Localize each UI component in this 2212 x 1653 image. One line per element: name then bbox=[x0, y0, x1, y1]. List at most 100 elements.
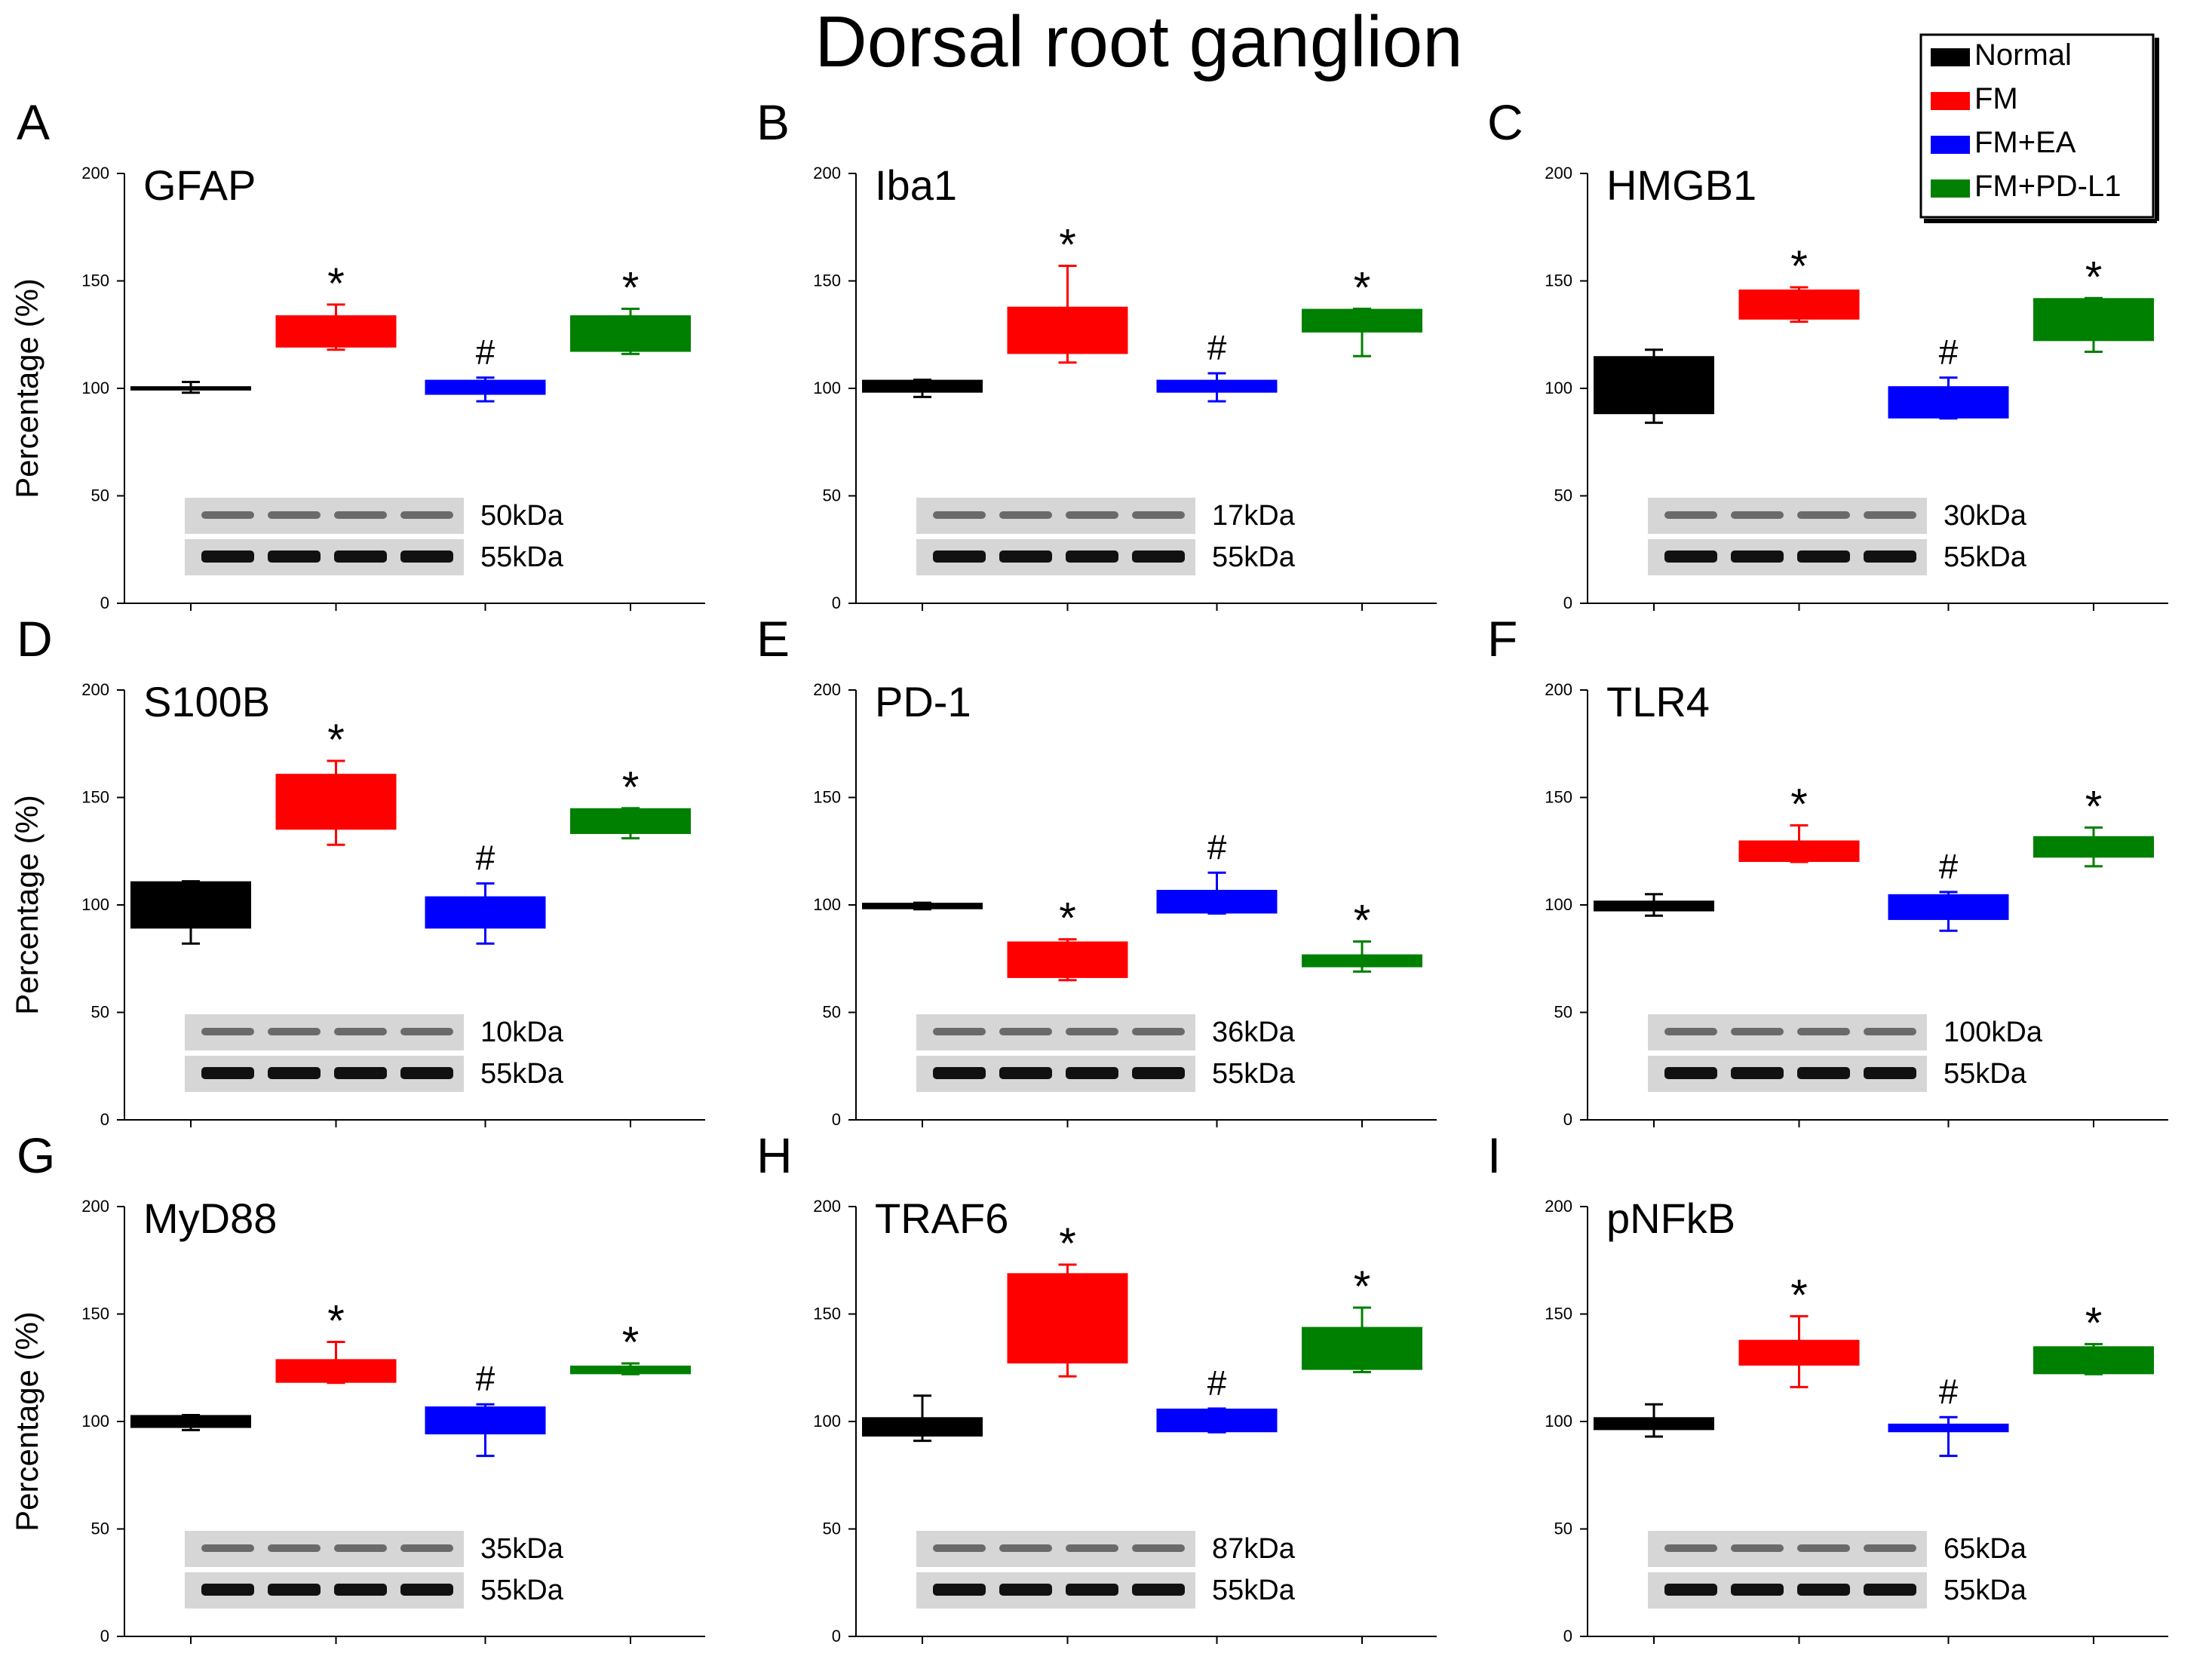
panel-title-B: Iba1 bbox=[875, 161, 957, 209]
significance-mark-D-2: # bbox=[476, 839, 495, 878]
blot-band-G-0-1 bbox=[268, 1544, 321, 1552]
y-tick-label-E-0: 0 bbox=[832, 1110, 841, 1129]
significance-mark-A-3: * bbox=[622, 264, 640, 313]
y-tick-label-H-1: 50 bbox=[823, 1520, 841, 1538]
blot-band-A-1-0 bbox=[201, 550, 254, 563]
blot-band-H-1-1 bbox=[999, 1584, 1052, 1596]
blot-band-B-0-2 bbox=[1066, 511, 1118, 519]
y-tick-label-B-1: 50 bbox=[823, 486, 841, 505]
blot-band-G-1-0 bbox=[201, 1584, 254, 1596]
blot-band-E-0-2 bbox=[1066, 1028, 1118, 1035]
significance-mark-H-2: # bbox=[1207, 1363, 1227, 1403]
y-tick-label-G-2: 100 bbox=[81, 1412, 109, 1431]
legend: Normal FM FM+EA FM+PD-L1 bbox=[1919, 33, 2159, 223]
significance-mark-B-2: # bbox=[1207, 328, 1227, 367]
box-I-3 bbox=[2033, 1346, 2154, 1375]
y-axis-label-D: Percentage (%) bbox=[9, 795, 44, 1015]
blot-band-C-0-3 bbox=[1864, 511, 1916, 519]
blot-label-E-1: 55kDa bbox=[1212, 1058, 1296, 1090]
blot-label-C-1: 55kDa bbox=[1944, 541, 2027, 573]
blot-band-D-1-3 bbox=[400, 1067, 453, 1079]
panel-letter-E: E bbox=[756, 611, 790, 667]
box-F-3 bbox=[2033, 836, 2154, 858]
panel-letter-F: F bbox=[1487, 611, 1517, 667]
box-D-2 bbox=[425, 896, 546, 929]
box-A-3 bbox=[570, 315, 691, 352]
blot-band-B-0-0 bbox=[933, 511, 986, 519]
y-tick-label-E-2: 100 bbox=[813, 895, 841, 914]
significance-mark-I-1: * bbox=[1790, 1271, 1808, 1320]
blot-band-G-1-3 bbox=[400, 1584, 453, 1596]
legend-label-2: FM+EA bbox=[1974, 126, 2076, 159]
box-C-1 bbox=[1738, 289, 1860, 320]
y-tick-label-H-4: 200 bbox=[813, 1197, 841, 1216]
y-tick-label-F-0: 0 bbox=[1563, 1110, 1572, 1129]
y-tick-label-H-0: 0 bbox=[832, 1627, 841, 1645]
panel-C: C 0 50 100 150 200 HMGB1 * # * 30kDa 55kDa bbox=[1487, 94, 2168, 612]
blot-band-F-1-2 bbox=[1797, 1067, 1850, 1079]
y-tick-label-D-1: 50 bbox=[91, 1003, 109, 1022]
blot-band-F-1-0 bbox=[1664, 1067, 1717, 1079]
blot-band-I-0-3 bbox=[1864, 1544, 1916, 1552]
blot-label-I-0: 65kDa bbox=[1944, 1533, 2027, 1565]
blot-band-G-0-3 bbox=[400, 1544, 453, 1552]
y-tick-label-I-1: 50 bbox=[1554, 1520, 1572, 1538]
blot-label-D-0: 10kDa bbox=[480, 1017, 564, 1048]
y-tick-label-H-2: 100 bbox=[813, 1412, 841, 1431]
y-tick-label-D-0: 0 bbox=[100, 1110, 109, 1129]
box-C-3 bbox=[2033, 298, 2154, 342]
blot-label-F-1: 55kDa bbox=[1944, 1058, 2027, 1090]
blot-band-E-1-2 bbox=[1066, 1067, 1118, 1079]
blot-label-G-0: 35kDa bbox=[480, 1533, 564, 1565]
box-D-1 bbox=[275, 774, 397, 830]
blot-label-G-1: 55kDa bbox=[480, 1575, 564, 1606]
blot-band-H-1-0 bbox=[933, 1584, 986, 1596]
box-F-2 bbox=[1888, 894, 2009, 920]
blot-band-C-1-3 bbox=[1864, 550, 1916, 563]
blot-band-B-1-0 bbox=[933, 550, 986, 563]
y-tick-label-F-2: 100 bbox=[1545, 895, 1572, 914]
blot-band-A-0-1 bbox=[268, 511, 321, 519]
box-G-2 bbox=[425, 1406, 546, 1435]
blot-band-B-0-1 bbox=[999, 511, 1052, 519]
box-G-1 bbox=[275, 1359, 397, 1383]
blot-band-A-0-0 bbox=[201, 511, 254, 519]
significance-mark-C-1: * bbox=[1790, 242, 1808, 291]
y-tick-label-F-4: 200 bbox=[1545, 680, 1572, 699]
y-tick-label-H-3: 150 bbox=[813, 1305, 841, 1323]
box-F-0 bbox=[1594, 900, 1714, 912]
y-axis-label-A: Percentage (%) bbox=[9, 278, 44, 498]
significance-mark-F-1: * bbox=[1790, 780, 1808, 830]
blot-band-E-1-0 bbox=[933, 1067, 986, 1079]
legend-swatch-2 bbox=[1931, 136, 1970, 154]
blot-band-F-0-1 bbox=[1731, 1028, 1784, 1035]
blot-band-I-1-2 bbox=[1797, 1584, 1850, 1596]
y-tick-label-I-4: 200 bbox=[1545, 1197, 1572, 1216]
significance-mark-E-2: # bbox=[1207, 827, 1227, 866]
box-D-3 bbox=[570, 808, 691, 834]
panel-title-C: HMGB1 bbox=[1606, 161, 1756, 209]
blot-label-B-0: 17kDa bbox=[1212, 500, 1296, 532]
y-tick-label-E-1: 50 bbox=[823, 1003, 841, 1022]
blot-band-F-0-2 bbox=[1797, 1028, 1850, 1035]
y-tick-label-G-1: 50 bbox=[91, 1520, 109, 1538]
significance-mark-D-3: * bbox=[622, 763, 640, 812]
panel-letter-D: D bbox=[17, 611, 53, 667]
panel-letter-I: I bbox=[1487, 1127, 1501, 1183]
y-tick-label-G-0: 0 bbox=[100, 1627, 109, 1645]
panel-letter-C: C bbox=[1487, 94, 1523, 150]
blot-band-H-0-2 bbox=[1066, 1544, 1118, 1552]
panel-H: H 0 50 100 150 200 TRAF6 * # * 87kDa 55kDa bbox=[756, 1127, 1437, 1645]
legend-label-3: FM+PD-L1 bbox=[1974, 170, 2121, 203]
y-tick-label-A-4: 200 bbox=[81, 164, 109, 182]
blot-band-E-0-1 bbox=[999, 1028, 1052, 1035]
blot-band-I-1-0 bbox=[1664, 1584, 1717, 1596]
significance-mark-E-1: * bbox=[1059, 894, 1076, 943]
y-tick-label-A-1: 50 bbox=[91, 486, 109, 505]
significance-mark-B-3: * bbox=[1354, 264, 1371, 313]
y-tick-label-G-3: 150 bbox=[81, 1305, 109, 1323]
y-tick-label-A-2: 100 bbox=[81, 379, 109, 397]
legend-label-1: FM bbox=[1974, 82, 2018, 115]
blot-band-I-0-2 bbox=[1797, 1544, 1850, 1552]
significance-mark-H-3: * bbox=[1354, 1262, 1371, 1311]
